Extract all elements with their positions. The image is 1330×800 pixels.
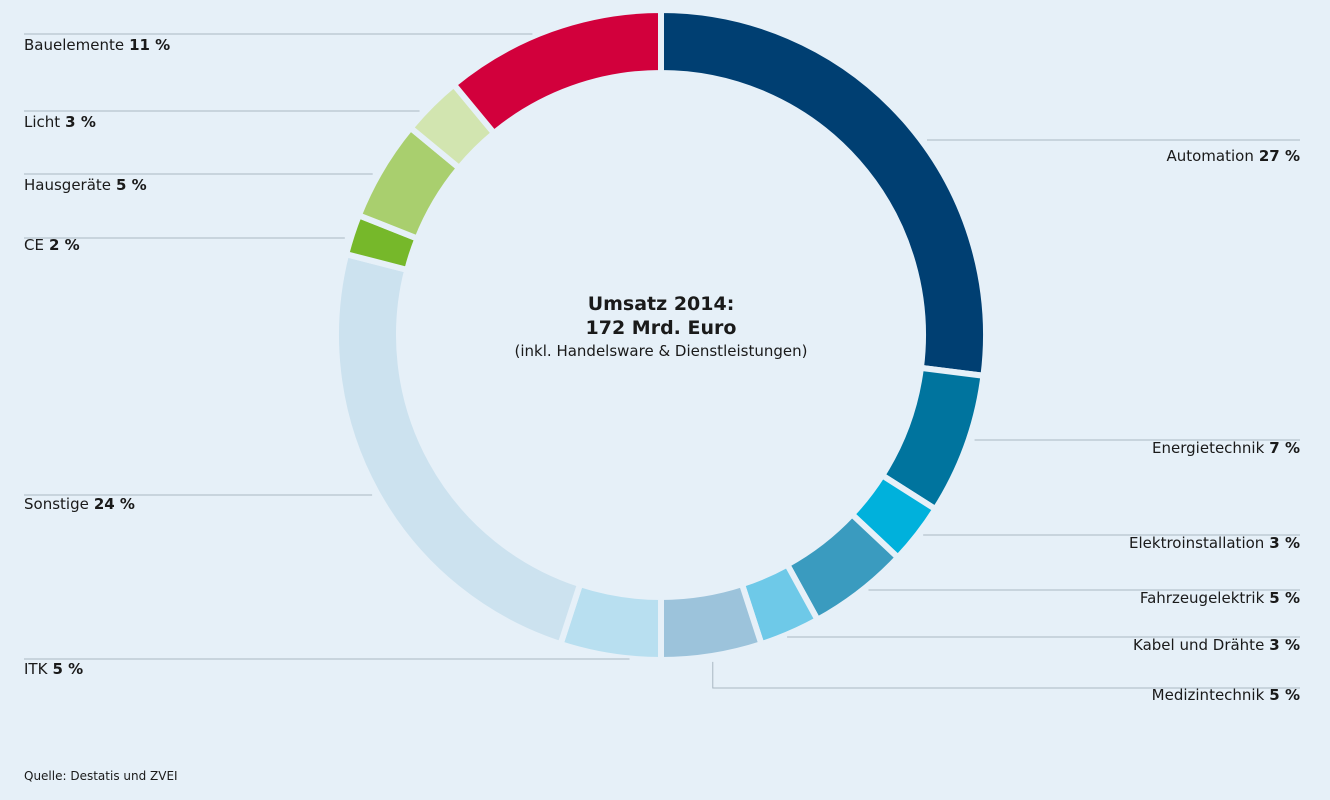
- category-name: Hausgeräte: [24, 176, 111, 194]
- category-name: Automation: [1166, 147, 1253, 165]
- leader-line: [712, 661, 1300, 689]
- center-title: 172 Mrd. Euro: [586, 317, 737, 339]
- center-title: Umsatz 2014:: [588, 293, 735, 315]
- category-name: Bauelemente: [24, 36, 124, 54]
- segment-label: Kabel und Drähte 3 %: [1133, 636, 1300, 654]
- category-name: CE: [24, 236, 44, 254]
- value-label: 24 %: [94, 495, 135, 513]
- segment-label: Automation 27 %: [1166, 147, 1300, 165]
- segment-label: ITK 5 %: [24, 660, 83, 678]
- value-label: 5 %: [52, 660, 83, 678]
- value-label: 3 %: [65, 113, 96, 131]
- category-name: Sonstige: [24, 495, 89, 513]
- value-label: 5 %: [1269, 589, 1300, 607]
- segment-label: CE 2 %: [24, 236, 80, 254]
- category-name: Elektroinstallation: [1129, 534, 1264, 552]
- category-name: Fahrzeugelektrik: [1140, 589, 1265, 607]
- source: Quelle: Destatis und ZVEI: [24, 769, 178, 783]
- category-name: ITK: [24, 660, 49, 678]
- value-label: 7 %: [1269, 439, 1300, 457]
- donut-segment: [658, 580, 766, 664]
- segment-label: Sonstige 24 %: [24, 495, 135, 513]
- donut-segment: [449, 6, 664, 138]
- value-label: 11 %: [129, 36, 170, 54]
- value-label: 5 %: [116, 176, 147, 194]
- category-name: Licht: [24, 113, 60, 131]
- segment-label: Medizintechnik 5 %: [1152, 686, 1300, 704]
- value-label: 3 %: [1269, 636, 1300, 654]
- category-name: Kabel und Drähte: [1133, 636, 1264, 654]
- segment-label: Elektroinstallation 3 %: [1129, 534, 1300, 552]
- segment-label: Energietechnik 7 %: [1152, 439, 1300, 457]
- segment-label: Bauelemente 11 %: [24, 36, 170, 54]
- value-label: 3 %: [1269, 534, 1300, 552]
- segment-label: Licht 3 %: [24, 113, 96, 131]
- value-label: 5 %: [1269, 686, 1300, 704]
- category-name: Energietechnik: [1152, 439, 1265, 457]
- value-label: 2 %: [49, 236, 80, 254]
- center-subtitle: (inkl. Handelsware & Dienstleistungen): [515, 342, 808, 360]
- category-name: Medizintechnik: [1152, 686, 1265, 704]
- value-label: 27 %: [1259, 147, 1300, 165]
- segment-label: Hausgeräte 5 %: [24, 176, 147, 194]
- segment-label: Fahrzeugelektrik 5 %: [1140, 589, 1300, 607]
